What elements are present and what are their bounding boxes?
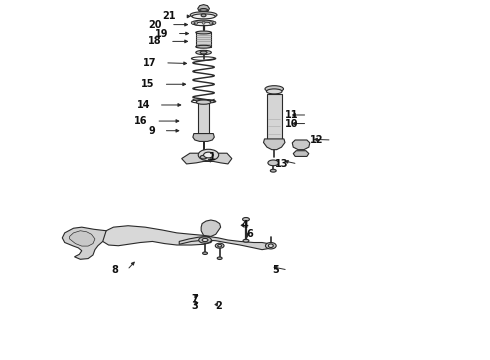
Ellipse shape [217, 257, 222, 260]
Text: 21: 21 [162, 12, 176, 21]
Ellipse shape [192, 21, 195, 24]
Text: 13: 13 [275, 159, 289, 169]
Ellipse shape [195, 21, 198, 24]
Polygon shape [201, 220, 220, 237]
Ellipse shape [196, 50, 211, 55]
Ellipse shape [218, 244, 221, 247]
Bar [196, 32, 211, 47]
Text: 4: 4 [242, 220, 248, 230]
Ellipse shape [196, 31, 211, 34]
Polygon shape [293, 151, 309, 157]
Text: 2: 2 [215, 301, 221, 311]
Ellipse shape [200, 9, 207, 12]
Text: 3: 3 [191, 301, 197, 311]
Ellipse shape [202, 252, 207, 255]
Ellipse shape [243, 239, 249, 242]
Ellipse shape [201, 14, 206, 17]
Ellipse shape [200, 156, 207, 159]
Ellipse shape [213, 21, 216, 24]
Text: 19: 19 [154, 28, 168, 39]
Ellipse shape [203, 152, 213, 158]
Text: 5: 5 [272, 265, 279, 275]
Ellipse shape [202, 21, 205, 24]
Polygon shape [264, 139, 285, 150]
Text: 10: 10 [285, 118, 298, 129]
Ellipse shape [192, 20, 216, 26]
Ellipse shape [266, 243, 276, 249]
Ellipse shape [199, 237, 211, 243]
Polygon shape [70, 231, 95, 246]
Ellipse shape [215, 243, 224, 248]
Text: 18: 18 [147, 36, 161, 46]
Ellipse shape [190, 12, 217, 18]
Text: 20: 20 [148, 19, 162, 30]
Polygon shape [179, 237, 270, 249]
Ellipse shape [202, 238, 208, 242]
Text: 15: 15 [141, 79, 155, 89]
Ellipse shape [265, 86, 284, 92]
Ellipse shape [196, 100, 211, 104]
Text: 9: 9 [148, 126, 155, 136]
Polygon shape [292, 140, 310, 150]
Polygon shape [182, 153, 232, 164]
Ellipse shape [194, 22, 213, 26]
Text: 12: 12 [310, 135, 323, 145]
Polygon shape [193, 134, 214, 141]
Text: 6: 6 [246, 229, 253, 239]
Ellipse shape [269, 244, 273, 248]
Ellipse shape [196, 45, 211, 48]
Text: 17: 17 [143, 58, 156, 68]
Ellipse shape [198, 149, 219, 161]
Text: 11: 11 [285, 110, 298, 120]
Ellipse shape [267, 89, 282, 94]
Ellipse shape [270, 169, 276, 172]
Polygon shape [101, 226, 213, 246]
Ellipse shape [192, 14, 215, 19]
Polygon shape [62, 227, 106, 259]
Bar [267, 94, 282, 141]
Ellipse shape [268, 160, 279, 166]
Ellipse shape [209, 21, 212, 24]
Text: 16: 16 [134, 116, 147, 126]
Text: 14: 14 [137, 100, 150, 110]
Text: 7: 7 [191, 294, 197, 303]
Text: 8: 8 [111, 265, 118, 275]
Ellipse shape [200, 51, 207, 54]
Bar [198, 102, 209, 137]
Ellipse shape [243, 217, 249, 221]
Text: 1: 1 [208, 152, 215, 162]
Polygon shape [198, 5, 209, 12]
